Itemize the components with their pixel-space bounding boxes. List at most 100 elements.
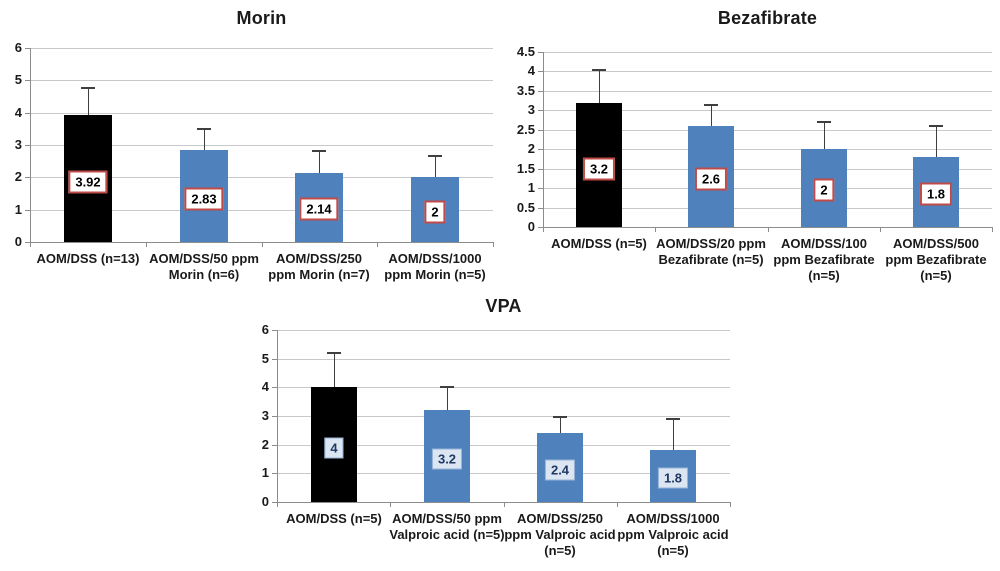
x-axis-boundary-tick xyxy=(543,227,544,232)
chart-title: Morin xyxy=(236,8,287,28)
gridline xyxy=(277,473,730,474)
gridline xyxy=(30,113,493,114)
y-tick-label: 0 xyxy=(14,234,22,249)
data-label: 2.14 xyxy=(299,197,339,221)
y-axis-tick xyxy=(538,149,543,150)
x-axis-boundary-tick xyxy=(493,242,494,247)
gridline xyxy=(30,177,493,178)
plot-area: 0 0.5 1 1.5 2 2.5 3 3.5 4 4.5 3.2 AOM/DSS (n=5) 2.6 A… xyxy=(517,44,993,283)
category-label: AOM/DSS/500 ppm Bezafibrate (n=5) xyxy=(885,236,987,283)
y-axis-tick xyxy=(272,502,277,503)
error-bar-line xyxy=(435,156,436,177)
x-axis-boundary-tick xyxy=(617,502,618,507)
y-axis-line xyxy=(543,52,544,227)
category-label: AOM/DSS (n=5) xyxy=(551,236,647,251)
error-bar-line xyxy=(319,151,320,173)
error-bar-cap xyxy=(929,125,943,127)
data-label: 2 xyxy=(424,200,446,224)
data-label: 2.4 xyxy=(544,459,576,481)
y-tick-label: 3.5 xyxy=(516,83,535,98)
gridline xyxy=(543,208,992,209)
y-tick-label: 2 xyxy=(527,141,535,156)
gridline xyxy=(543,188,992,189)
y-tick-label: 0 xyxy=(261,494,269,509)
error-bar-cap xyxy=(312,150,326,152)
error-bar-line xyxy=(560,417,561,433)
x-axis-boundary-tick xyxy=(730,502,731,507)
chart-bezafibrate: Bezafibrate 0 0.5 1 1.5 2 2.5 3 3.5 4 4.5 3.2 AOM/D… xyxy=(500,0,1000,300)
data-label: 1.8 xyxy=(657,467,689,489)
y-axis-line xyxy=(277,330,278,502)
x-axis-line xyxy=(277,502,730,503)
x-axis-boundary-tick xyxy=(146,242,147,247)
y-axis-line xyxy=(30,48,31,242)
gridline xyxy=(543,110,992,111)
y-axis-tick xyxy=(25,113,30,114)
gridline xyxy=(30,48,493,49)
category-label: AOM/DSS/1000 ppm Valproic acid (n=5) xyxy=(617,511,729,558)
y-axis-tick xyxy=(25,80,30,81)
error-bar-line xyxy=(447,387,448,410)
y-tick-label: 5 xyxy=(14,72,22,87)
error-bar-line xyxy=(599,70,600,103)
gridline xyxy=(543,71,992,72)
error-bar-cap xyxy=(428,155,442,157)
y-tick-label: 1 xyxy=(527,180,535,195)
category-label: AOM/DSS/50 ppm Valproic acid (n=5) xyxy=(389,511,505,542)
error-bar-line xyxy=(936,126,937,157)
gridline xyxy=(277,445,730,446)
y-tick-label: 3 xyxy=(527,102,535,117)
gridline xyxy=(543,91,992,92)
y-axis-tick xyxy=(538,188,543,189)
y-axis-tick xyxy=(25,177,30,178)
data-label: 3.2 xyxy=(582,157,616,181)
y-axis-tick xyxy=(272,473,277,474)
error-bar-line xyxy=(204,129,205,150)
y-tick-label: 1 xyxy=(261,465,269,480)
gridline xyxy=(277,416,730,417)
category-label: AOM/DSS/50 ppm Morin (n=6) xyxy=(149,251,259,282)
y-tick-label: 0 xyxy=(527,219,535,234)
y-tick-label: 4 xyxy=(261,379,269,394)
chart-title: Bezafibrate xyxy=(717,8,818,28)
y-axis-tick xyxy=(272,416,277,417)
data-label: 2.6 xyxy=(694,167,728,191)
gridline xyxy=(277,330,730,331)
category-label: AOM/DSS (n=13) xyxy=(36,251,140,266)
data-label: 3.92 xyxy=(68,170,108,194)
y-axis-tick xyxy=(25,48,30,49)
gridline xyxy=(543,52,992,53)
plot-area: 0 1 2 3 4 5 6 4 AOM/DSS (n=5) 3.2 AOM/DSS/50 ppm V… xyxy=(262,322,731,558)
category-label: AOM/DSS/20 ppm Bezafibrate (n=5) xyxy=(656,236,766,267)
error-bar-cap xyxy=(666,418,680,420)
y-axis-tick xyxy=(272,359,277,360)
y-tick-label: 4.5 xyxy=(516,44,535,59)
y-tick-label: 2.5 xyxy=(516,122,535,137)
y-tick-label: 1.5 xyxy=(516,161,535,176)
error-bar-line xyxy=(824,122,825,149)
y-tick-label: 6 xyxy=(14,40,22,55)
x-axis-boundary-tick xyxy=(377,242,378,247)
gridline xyxy=(30,210,493,211)
error-bar-line xyxy=(711,105,712,126)
x-axis-boundary-tick xyxy=(390,502,391,507)
category-label: AOM/DSS/250 ppm Morin (n=7) xyxy=(268,251,370,282)
gridline xyxy=(277,359,730,360)
error-bar-cap xyxy=(440,386,454,388)
error-bar-cap xyxy=(327,352,341,354)
y-axis-tick xyxy=(538,169,543,170)
y-axis-tick xyxy=(538,71,543,72)
gridline xyxy=(543,130,992,131)
x-axis-boundary-tick xyxy=(504,502,505,507)
x-axis-boundary-tick xyxy=(880,227,881,232)
data-label: 1.8 xyxy=(919,182,953,206)
data-label: 4 xyxy=(324,437,344,459)
y-tick-label: 2 xyxy=(261,437,269,452)
y-tick-label: 0.5 xyxy=(516,200,535,215)
category-label: AOM/DSS/250 ppm Valproic acid (n=5) xyxy=(504,511,616,558)
gridline xyxy=(543,149,992,150)
gridline xyxy=(277,387,730,388)
data-label: 3.2 xyxy=(431,448,463,470)
error-bar-cap xyxy=(81,87,95,89)
